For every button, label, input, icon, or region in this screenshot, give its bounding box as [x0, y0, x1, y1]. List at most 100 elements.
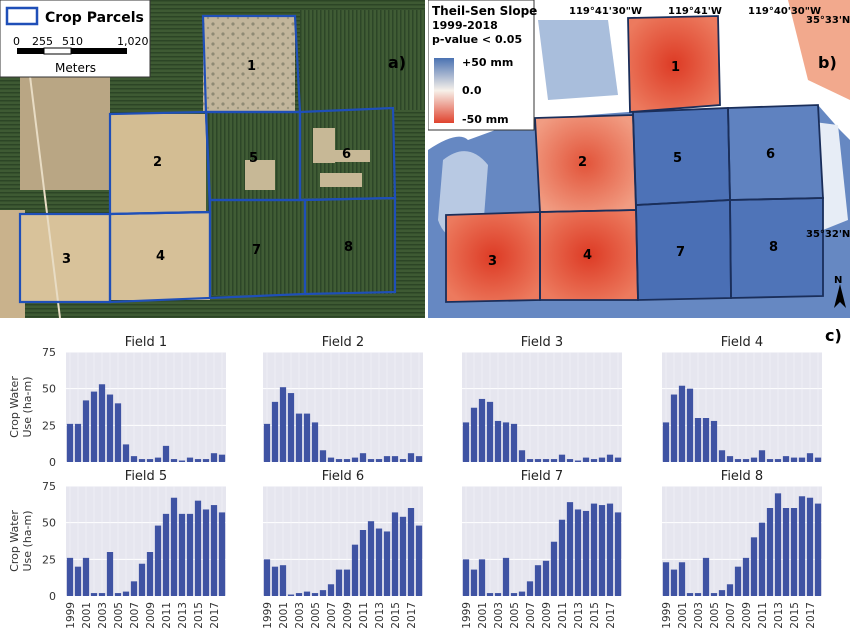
bar-2002: [287, 594, 295, 596]
bar-2016: [798, 496, 806, 596]
bar-2003: [694, 593, 702, 596]
y-tick-label: 0: [49, 456, 56, 469]
x-tick-label: 2011: [161, 602, 173, 629]
bar-2007: [327, 584, 335, 596]
bar-2007: [726, 584, 734, 596]
bar-2015: [391, 456, 399, 462]
bar-2001: [478, 398, 486, 462]
bar-2018: [415, 525, 423, 596]
bar-2016: [202, 459, 210, 462]
x-tick-label: 2013: [773, 602, 785, 629]
x-tick-label: 2001: [477, 602, 489, 629]
bar-2004: [502, 422, 510, 462]
ramp-min-label: -50 mm: [462, 113, 509, 126]
x-tick-label: 2001: [81, 602, 93, 629]
bar-2017: [606, 454, 614, 462]
bar-2007: [526, 459, 534, 462]
bar-2018: [614, 512, 622, 596]
panel-c-label: c): [825, 326, 842, 345]
bar-2003: [494, 593, 502, 596]
slope-legend-pvalue: p-value < 0.05: [432, 33, 522, 46]
bar-2004: [502, 557, 510, 596]
bar-2011: [558, 454, 566, 462]
bar-2000: [470, 407, 478, 462]
bar-2010: [750, 537, 758, 596]
x-tick-label: 2011: [757, 602, 769, 629]
bar-2005: [311, 593, 319, 596]
bar-2018: [415, 456, 423, 462]
bar-2002: [486, 401, 494, 462]
bar-2014: [582, 457, 590, 462]
x-tick-label: 2009: [145, 602, 157, 629]
x-tick-label: 2001: [278, 602, 290, 629]
bar-2011: [359, 453, 367, 462]
bar-2005: [114, 593, 122, 596]
bar-2017: [210, 453, 218, 462]
y-tick-label: 50: [42, 517, 56, 530]
x-tick-label: 2005: [709, 602, 721, 629]
bar-1999: [66, 557, 74, 596]
x-tick-label: 2007: [725, 602, 737, 629]
bar-2014: [383, 456, 391, 462]
x-tick-label: 2015: [390, 602, 402, 629]
bar-2001: [279, 387, 287, 462]
x-tick-label: 2001: [677, 602, 689, 629]
slope-parcel-label-5: 5: [673, 151, 682, 166]
bar-2000: [74, 423, 82, 462]
bar-2014: [186, 513, 194, 596]
x-tick-label: 2015: [193, 602, 205, 629]
bar-2013: [774, 459, 782, 462]
facet-background: [263, 486, 423, 596]
bar-2012: [367, 521, 375, 596]
bar-2012: [566, 502, 574, 596]
bar-2014: [383, 531, 391, 596]
y-tick-label: 25: [42, 419, 56, 432]
parcel-label-8: 8: [344, 240, 353, 255]
bar-2001: [678, 562, 686, 596]
bar-2008: [138, 459, 146, 462]
bar-2003: [295, 413, 303, 462]
color-ramp: [434, 58, 454, 123]
x-tick-label: 2009: [541, 602, 553, 629]
bar-2005: [114, 403, 122, 462]
bar-2006: [518, 591, 526, 596]
aerial-map: 1 2 3 4 5 6 7 8 Crop Parcels 0 255 510 1…: [0, 0, 425, 318]
facet-1: Field 1 0 25 50 75 Crop Water Use (ha-m): [8, 335, 226, 469]
x-tick-label: 1999: [461, 602, 473, 629]
facet-title: Field 8: [721, 469, 763, 484]
bar-2015: [194, 459, 202, 462]
bar-2010: [154, 457, 162, 462]
bar-2013: [774, 493, 782, 596]
bar-2001: [82, 557, 90, 596]
slope-parcel-label-3: 3: [488, 254, 497, 269]
bar-1999: [662, 562, 670, 596]
x-tick-label: 2005: [310, 602, 322, 629]
bar-1999: [66, 423, 74, 462]
bar-2017: [407, 453, 415, 462]
bar-2011: [162, 513, 170, 596]
bar-2005: [311, 422, 319, 462]
facet-background: [462, 486, 622, 596]
bar-2012: [766, 459, 774, 462]
water-use-charts: c) Field 1 0 25 50 75 Crop Water Use (ha-m) Fie…: [0, 321, 850, 637]
bar-2002: [486, 593, 494, 596]
bar-1999: [462, 422, 470, 462]
bar-2014: [782, 508, 790, 596]
x-tick-label: 2013: [177, 602, 189, 629]
scale-tick-1020: 1,020: [117, 35, 149, 48]
parcel-label-5: 5: [249, 151, 258, 166]
svg-text:N: N: [834, 275, 842, 286]
bar-2002: [90, 593, 98, 596]
bar-2005: [510, 423, 518, 462]
bar-2015: [194, 500, 202, 596]
bar-2014: [186, 457, 194, 462]
parcel-label-7: 7: [252, 243, 261, 258]
facet-title: Field 5: [125, 469, 167, 484]
bar-2007: [327, 457, 335, 462]
bar-2009: [146, 552, 154, 596]
bar-2008: [734, 566, 742, 596]
y-axis-label-line1: Crop Water: [8, 376, 21, 438]
x-tick-label: 2013: [573, 602, 585, 629]
bar-2000: [271, 401, 279, 462]
